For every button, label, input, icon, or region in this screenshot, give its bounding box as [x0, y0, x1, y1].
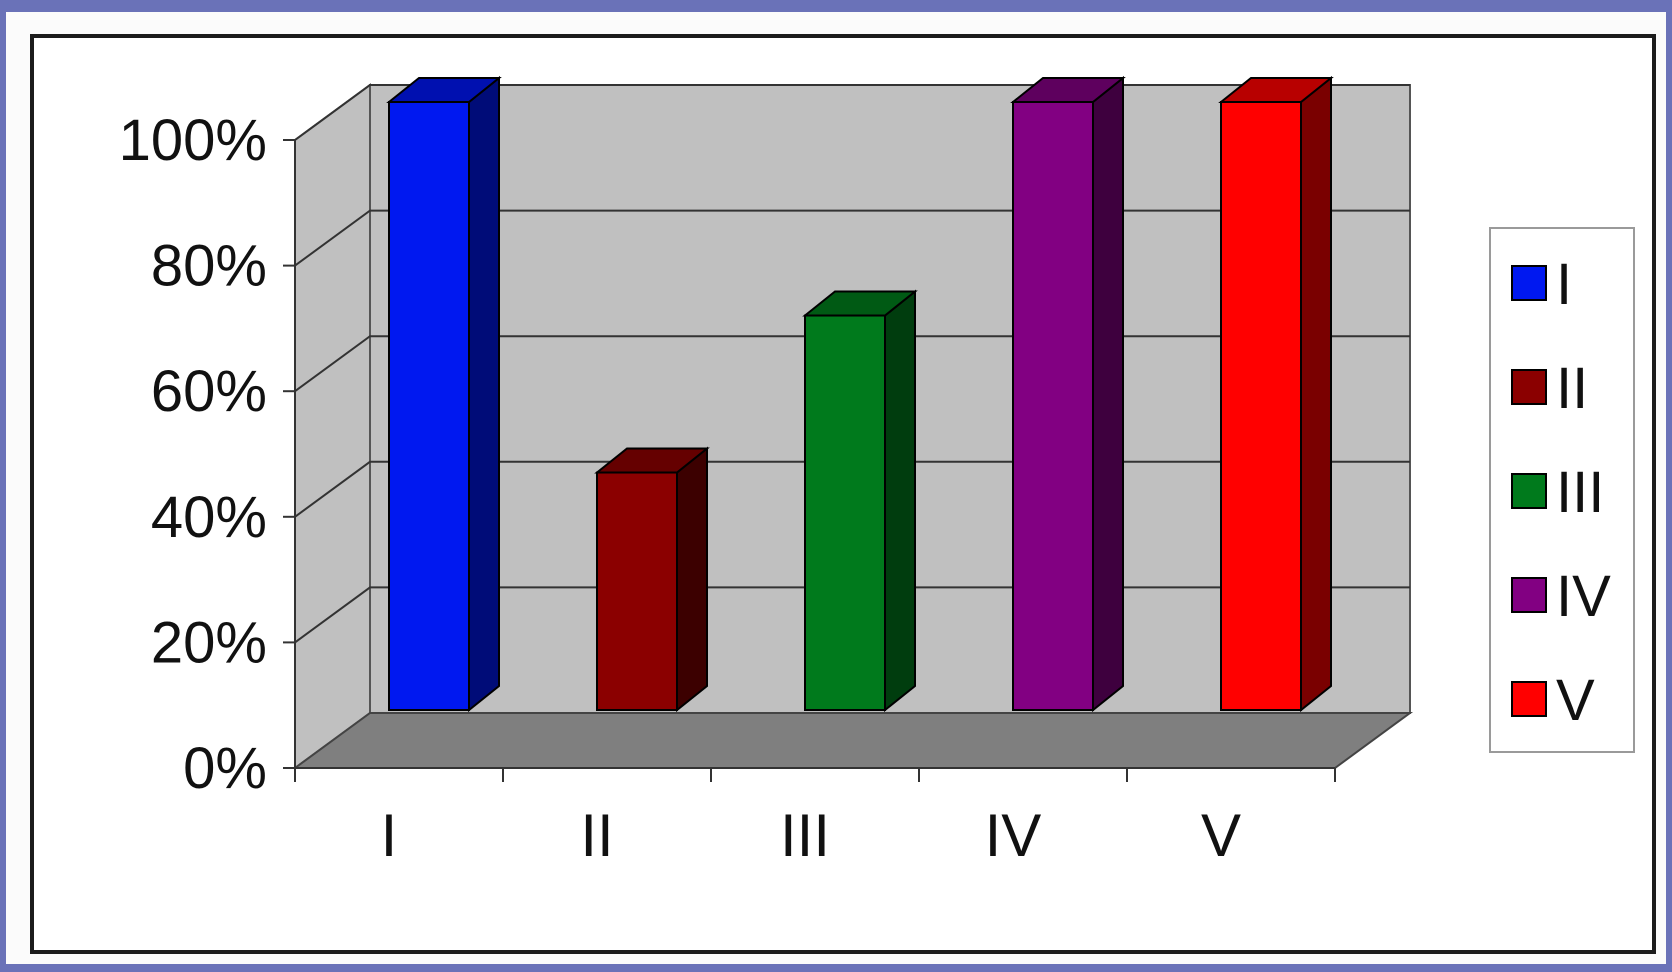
legend-swatch	[1511, 681, 1547, 717]
y-tick-label: 40%	[151, 485, 267, 550]
x-tick-label: III	[780, 802, 830, 869]
x-tick-label: II	[580, 802, 613, 869]
legend-swatch	[1511, 369, 1547, 405]
bar-side	[676, 446, 708, 713]
y-tick-label: 80%	[151, 234, 267, 299]
bar-side	[1300, 75, 1332, 713]
x-tick-label: IV	[985, 802, 1042, 869]
axes	[283, 139, 1336, 782]
bar-series	[386, 75, 1334, 713]
legend-label: III	[1556, 460, 1604, 525]
bar-front	[1220, 101, 1302, 711]
legend-swatch	[1511, 265, 1547, 301]
legend: I II III IV V	[1489, 227, 1635, 753]
bar-III	[802, 289, 918, 713]
legend-label: V	[1556, 668, 1595, 733]
bar-side	[1092, 75, 1124, 713]
x-tick-label: I	[381, 802, 398, 869]
y-axis-ticks: 100% 80% 60% 40% 20% 0%	[119, 108, 267, 801]
bar-front	[804, 314, 886, 711]
bar-IV	[1010, 75, 1126, 713]
bar-V	[1218, 75, 1334, 713]
legend-label: II	[1556, 356, 1588, 421]
bar-II	[594, 446, 710, 713]
bar-side	[468, 75, 500, 713]
bar-I	[386, 75, 502, 713]
x-axis-ticks: I II III IV V	[381, 802, 1241, 869]
legend-swatch	[1511, 577, 1547, 613]
bar-side	[884, 289, 916, 713]
legend-label: IV	[1556, 564, 1611, 629]
floor	[291, 712, 1414, 769]
y-tick-label: 20%	[151, 610, 267, 675]
y-tick-label: 0%	[183, 736, 267, 801]
legend-swatch	[1511, 473, 1547, 509]
y-tick-label: 100%	[119, 108, 267, 173]
legend-label: I	[1556, 252, 1572, 317]
bar-front	[596, 471, 678, 711]
bar-front	[1012, 101, 1094, 711]
x-tick-label: V	[1201, 802, 1241, 869]
y-tick-label: 60%	[151, 359, 267, 424]
side-wall	[294, 83, 371, 770]
bar-front	[388, 101, 470, 711]
